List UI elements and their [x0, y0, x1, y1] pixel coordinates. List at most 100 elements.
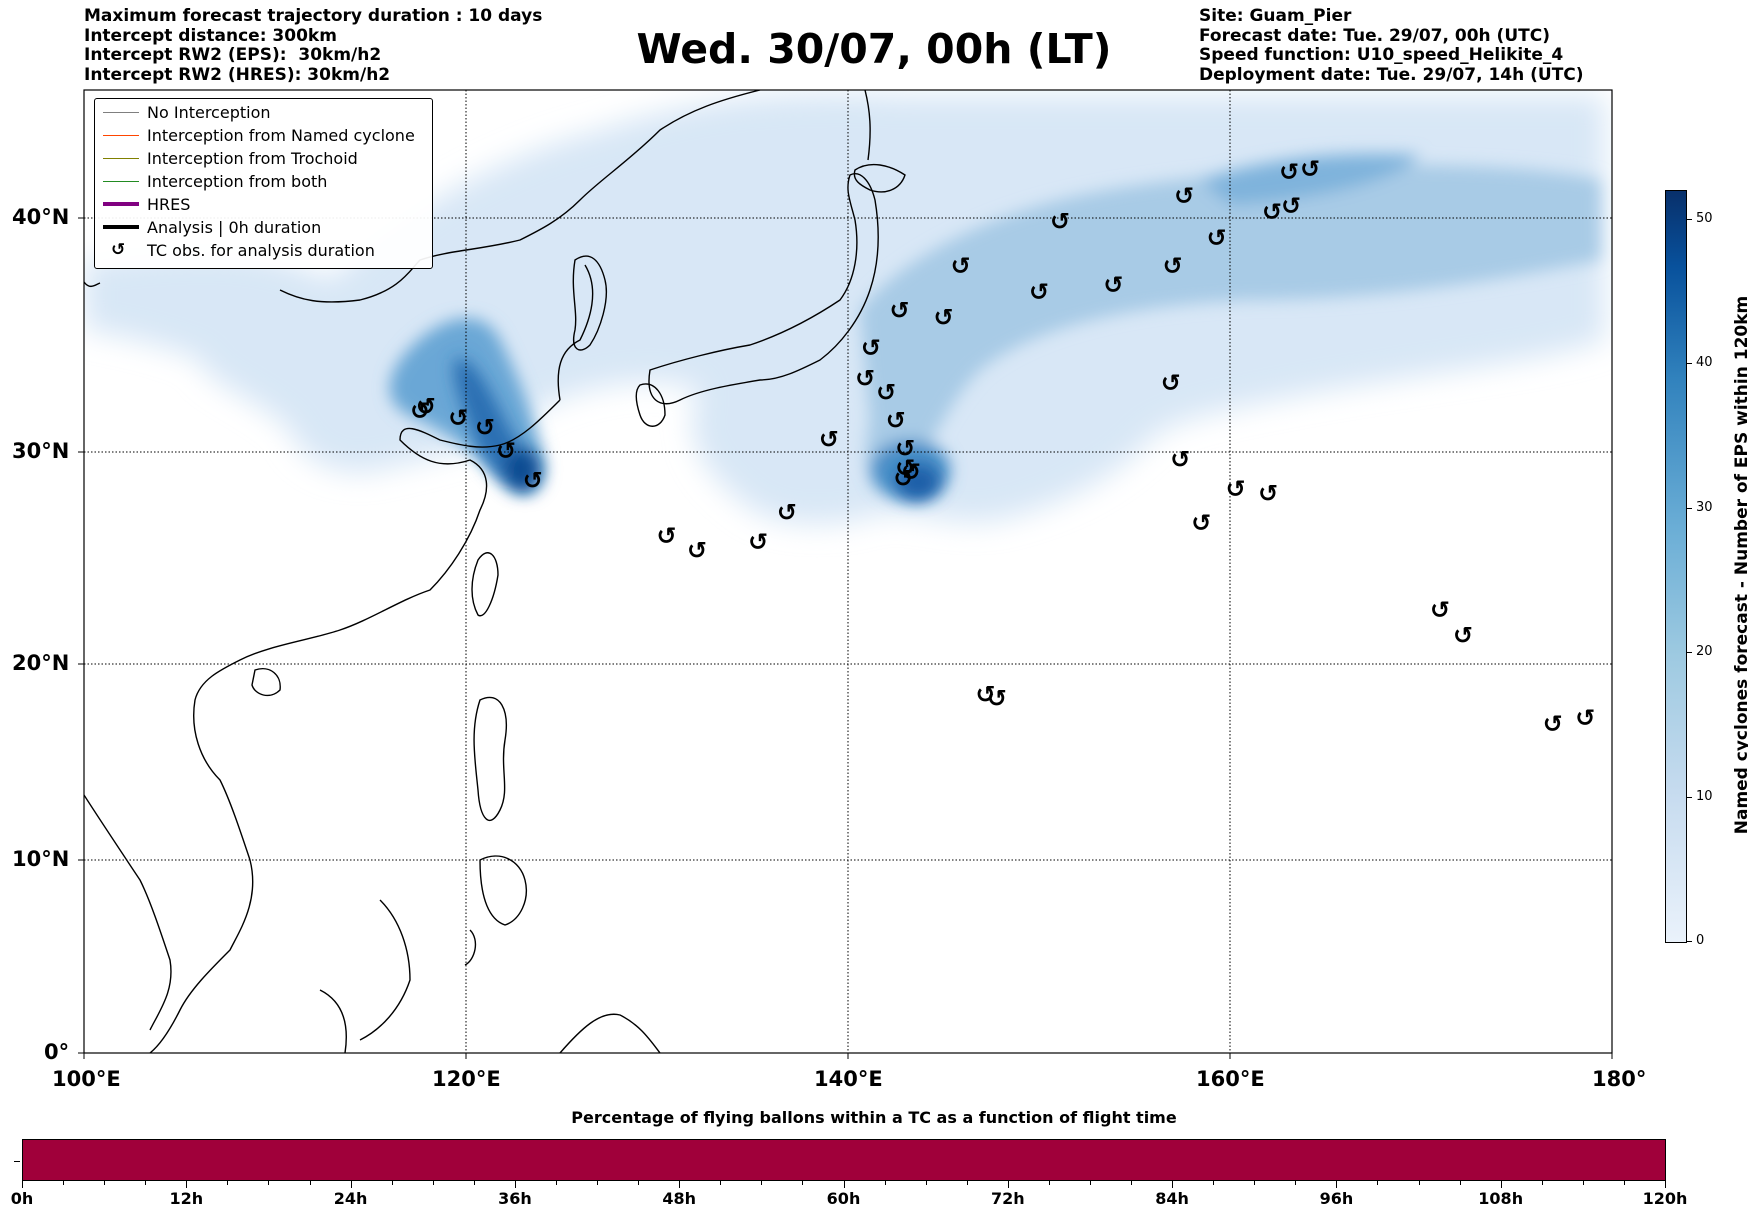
tc-observations: ↺↺ ↺ ↺↺↺↺↺ ↺↺↺↺↺↺↺↺↺↺↺↺↺↺↺↺↺↺↺↺↺↺↺↺ ↺↺↺↺↺↺↺↺…	[410, 155, 1595, 738]
progress-tick-mark	[1213, 1181, 1215, 1185]
progress-tick-mark	[1007, 1181, 1009, 1188]
tc-obs-marker: ↺	[523, 467, 543, 495]
lat-label-40n: 40°N	[12, 205, 70, 229]
tc-obs-marker: ↺	[410, 397, 430, 425]
tc-obs-marker: ↺	[1575, 704, 1595, 732]
progress-tick-label: 60h	[826, 1189, 861, 1208]
cbar-label-10: 10	[1696, 789, 1713, 804]
intercept-distance-text: Intercept distance: 300km	[84, 25, 337, 46]
progress-tick-label: 72h	[990, 1189, 1025, 1208]
map-legend: No Interception Interception from Named …	[94, 98, 433, 269]
progress-tick-label: 108h	[1478, 1189, 1524, 1208]
progress-tick-mark	[555, 1181, 557, 1185]
eps-density-core	[454, 358, 940, 500]
forecast-date-text: Forecast date: Tue. 29/07, 00h (UTC)	[1199, 25, 1550, 46]
cbar-label-50: 50	[1696, 211, 1713, 226]
progress-tick-label: 0h	[10, 1189, 34, 1208]
cbar-tick	[1687, 363, 1692, 364]
legend-item-both: Interception from both	[95, 170, 432, 193]
progress-tick-label: 24h	[333, 1189, 368, 1208]
tc-obs-marker: ↺	[416, 393, 436, 421]
lat-label-30n: 30°N	[12, 439, 70, 463]
tc-obs-marker: ↺	[890, 297, 910, 325]
progress-chart-title: Percentage of flying ballons within a TC…	[571, 1108, 1177, 1127]
progress-bar-side-tick	[14, 1161, 20, 1162]
progress-tick-mark	[1459, 1181, 1461, 1185]
tc-obs-marker: ↺	[656, 522, 676, 550]
tc-obs-marker: ↺	[1207, 224, 1227, 252]
progress-tick-mark	[1418, 1181, 1420, 1185]
tc-obs-marker: ↺	[855, 364, 875, 392]
tc-obs-marker: ↺	[1258, 479, 1278, 507]
legend-item-no-interception: No Interception	[95, 101, 432, 124]
legend-item-tc-obs: ↺ TC obs. for analysis duration	[95, 239, 432, 262]
tc-obs-marker: ↺	[475, 414, 495, 442]
tc-obs-marker: ↺	[886, 407, 906, 435]
lat-label-10n: 10°N	[12, 847, 70, 871]
legend-line	[103, 112, 139, 113]
new-guinea-coast	[559, 1013, 661, 1053]
lon-label-120e: 120°E	[432, 1067, 501, 1091]
progress-tick-mark	[1500, 1181, 1502, 1188]
lat-label-0: 0°	[44, 1040, 70, 1064]
progress-tick-label: 120h	[1642, 1189, 1688, 1208]
cbar-tick	[1687, 508, 1692, 509]
tc-obs-marker: ↺	[951, 252, 971, 280]
tc-obs-marker: ↺	[1262, 198, 1282, 226]
progress-tick-mark	[1582, 1181, 1584, 1185]
legend-item-named-cyclone: Interception from Named cyclone	[95, 124, 432, 147]
tc-obs-marker: ↺	[777, 498, 797, 526]
progress-tick-mark	[104, 1181, 106, 1185]
mainland-asia-coast	[84, 90, 761, 1053]
tc-obs-marker: ↺	[1191, 509, 1211, 537]
cbar-label-30: 30	[1696, 500, 1713, 515]
progress-tick-mark	[1623, 1181, 1625, 1185]
progress-tick-mark	[1336, 1181, 1338, 1188]
legend-item-trochoid: Interception from Trochoid	[95, 147, 432, 170]
legend-line	[103, 135, 139, 136]
tc-obs-marker: ↺	[901, 458, 921, 486]
tc-obs-marker: ↺	[1430, 596, 1450, 624]
legend-label: HRES	[147, 195, 191, 214]
japan-hokkaido-coast	[853, 163, 906, 193]
progress-tick-label: 96h	[1319, 1189, 1354, 1208]
legend-line	[103, 181, 139, 182]
progress-tick-mark	[925, 1181, 927, 1185]
sakhalin-coast	[864, 90, 871, 161]
intercept-hres-text: Intercept RW2 (HRES): 30km/h2	[84, 64, 391, 85]
lon-label-100e: 100°E	[52, 1067, 121, 1091]
axis-ticks	[78, 217, 1613, 1059]
tc-obs-marker: ↺	[1163, 252, 1183, 280]
progress-tick-mark	[1254, 1181, 1256, 1185]
progress-tick-mark	[227, 1181, 229, 1185]
tc-obs-marker: ↺	[1281, 192, 1301, 220]
progress-tick-mark	[1665, 1181, 1666, 1188]
progress-tick-label: 48h	[662, 1189, 697, 1208]
tc-obs-marker: ↺	[1050, 208, 1070, 236]
tc-obs-marker: ↺	[748, 528, 768, 556]
tc-obs-marker: ↺	[687, 537, 707, 565]
progress-tick-label: 36h	[498, 1189, 532, 1208]
map-title: Wed. 30/07, 00h (LT)	[636, 25, 1112, 73]
tc-obs-marker: ↺	[1170, 445, 1190, 473]
cbar-tick	[1687, 652, 1692, 653]
progress-tick-mark	[391, 1181, 393, 1185]
colorbar-title: Named cyclones forecast - Number of EPS …	[1732, 295, 1748, 835]
progress-tick-mark	[63, 1181, 65, 1185]
legend-label: Interception from Named cyclone	[147, 126, 415, 145]
cbar-tick	[1687, 941, 1692, 942]
progress-tick-mark	[966, 1181, 968, 1185]
progress-tick-mark	[720, 1181, 722, 1185]
tc-obs-marker: ↺	[1029, 278, 1049, 306]
legend-label: Interception from Trochoid	[147, 149, 358, 168]
legend-line	[103, 225, 139, 229]
tc-obs-marker: ↺	[1161, 369, 1181, 397]
progress-tick-label: 84h	[1155, 1189, 1189, 1208]
lon-label-160e: 160°E	[1196, 1067, 1265, 1091]
progress-tick-mark	[1295, 1181, 1297, 1185]
tc-obs-marker: ↺	[895, 435, 915, 463]
taiwan-coast	[471, 552, 499, 617]
luzon-coast	[473, 696, 507, 822]
tc-obs-marker: ↺	[1300, 155, 1320, 183]
tc-obs-marker: ↺	[1543, 710, 1563, 738]
